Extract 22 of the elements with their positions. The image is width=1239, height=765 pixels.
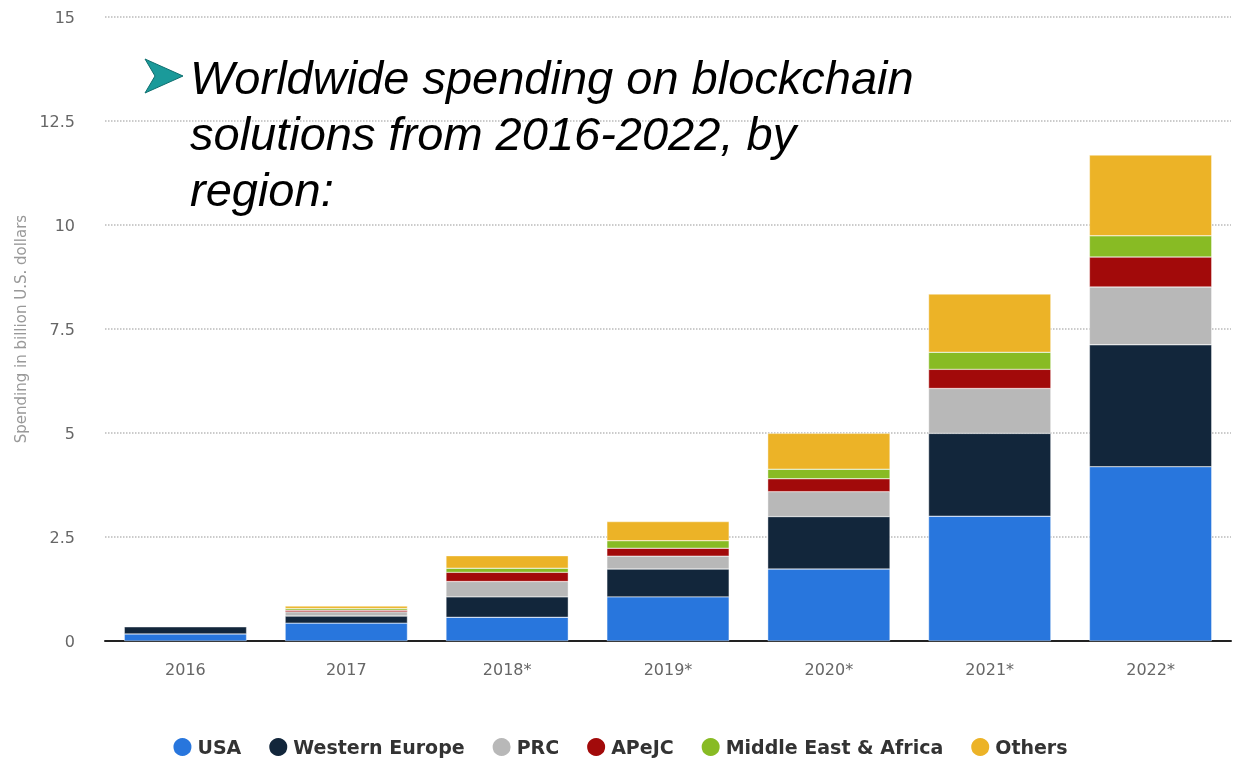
legend-label: PRC (516, 736, 560, 758)
x-tick-label: 2017 (325, 659, 367, 679)
legend-label: Western Europe (293, 736, 465, 758)
legend-label: Others (995, 736, 1068, 758)
x-tick-label: 2022* (1126, 659, 1175, 679)
y-axis-title: Spending in billion U.S. dollars (11, 214, 30, 444)
legend-label: Middle East & Africa (725, 736, 944, 758)
y-tick-label: 15 (54, 7, 75, 27)
text: Worldwide spending on blockchain solutions from 2016-2022, by region: (190, 50, 915, 218)
y-tick-label: 12.5 (39, 111, 75, 131)
x-tick-label: 2019* (643, 659, 693, 679)
y-tick-label: 5 (64, 423, 75, 443)
y-tick-label: 7.5 (49, 319, 75, 339)
y-tick-label: 2.5 (49, 527, 75, 547)
x-tick-label: 2020* (804, 659, 854, 679)
legend-label: APeJC (611, 736, 674, 758)
x-tick-label: 2018* (482, 659, 532, 679)
x-tick-label: 2016 (165, 659, 206, 679)
y-tick-label: 10 (54, 215, 75, 235)
x-tick-label: 2021* (965, 659, 1015, 679)
legend-label: USA (197, 736, 242, 758)
y-tick-label: 0 (64, 631, 75, 651)
